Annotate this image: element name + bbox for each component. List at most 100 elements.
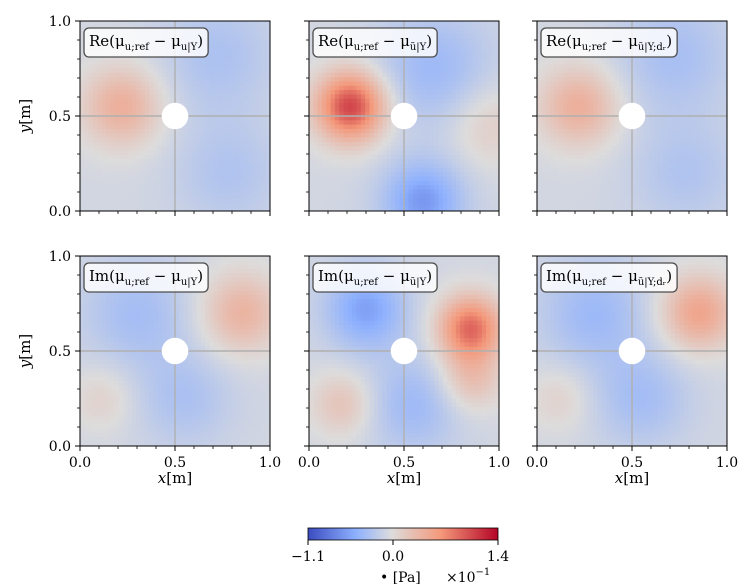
heatmap-cell bbox=[226, 172, 232, 178]
heatmap-cell bbox=[343, 163, 349, 169]
heatmap-cell bbox=[222, 68, 228, 74]
heatmap-cell bbox=[313, 146, 319, 152]
heatmap-cell bbox=[464, 159, 470, 165]
heatmap-cell bbox=[183, 124, 189, 130]
heatmap-cell bbox=[425, 94, 431, 100]
heatmap-cell bbox=[88, 85, 94, 91]
heatmap-cell bbox=[162, 98, 167, 104]
heatmap-cell bbox=[709, 77, 715, 83]
heatmap-cell bbox=[473, 189, 479, 195]
heatmap-cell bbox=[118, 185, 124, 191]
heatmap-cell bbox=[88, 189, 94, 195]
heatmap-cell bbox=[429, 198, 435, 203]
heatmap-cell bbox=[683, 51, 689, 57]
heatmap-cell bbox=[334, 64, 340, 70]
heatmap-cell bbox=[140, 94, 146, 100]
heatmap-cell bbox=[153, 159, 159, 165]
heatmap-cell bbox=[235, 128, 241, 134]
heatmap-cell bbox=[464, 98, 470, 104]
heatmap-cell bbox=[222, 150, 228, 156]
heatmap-cell bbox=[575, 68, 581, 74]
heatmap-cell bbox=[334, 90, 340, 96]
heatmap-cell bbox=[468, 163, 474, 169]
heatmap-cell bbox=[429, 154, 435, 160]
heatmap-cell bbox=[334, 107, 340, 113]
heatmap-cell bbox=[378, 163, 384, 169]
heatmap-cell bbox=[386, 21, 392, 26]
heatmap-cell bbox=[175, 94, 180, 100]
heatmap-cell bbox=[404, 94, 409, 100]
heatmap-cell bbox=[321, 189, 327, 195]
heatmap-cell bbox=[239, 81, 245, 87]
heatmap-cell bbox=[683, 94, 689, 100]
heatmap-cell bbox=[200, 21, 206, 26]
heatmap-cell bbox=[438, 141, 444, 147]
heatmap-cell bbox=[170, 90, 176, 96]
heatmap-cell bbox=[309, 124, 314, 130]
heatmap-cell bbox=[192, 116, 198, 121]
heatmap-cell bbox=[688, 98, 694, 104]
heatmap-cell bbox=[438, 107, 444, 113]
heatmap-cell bbox=[567, 98, 573, 104]
heatmap-cell bbox=[239, 116, 245, 121]
heatmap-cell bbox=[235, 29, 241, 35]
heatmap-cell bbox=[136, 107, 142, 113]
heatmap-cell bbox=[404, 189, 409, 195]
heatmap-cell bbox=[265, 42, 270, 48]
heatmap-cell bbox=[486, 189, 491, 195]
heatmap-cell bbox=[261, 90, 267, 96]
heatmap-cell bbox=[541, 90, 547, 96]
heatmap-cell bbox=[429, 77, 435, 83]
heatmap-cell bbox=[571, 64, 577, 70]
heatmap-cell bbox=[464, 163, 470, 169]
heatmap-cell bbox=[360, 107, 366, 113]
heatmap-cell bbox=[205, 167, 211, 173]
heatmap-cell bbox=[386, 176, 392, 182]
heatmap-cell bbox=[101, 202, 107, 208]
heatmap-cell bbox=[365, 163, 371, 169]
heatmap-cell bbox=[110, 128, 116, 134]
heatmap-cell bbox=[386, 77, 392, 83]
heatmap-cell bbox=[170, 167, 176, 173]
heatmap-cell bbox=[386, 124, 392, 130]
heatmap-cell bbox=[136, 189, 142, 195]
heatmap-cell bbox=[382, 159, 388, 165]
heatmap-cell bbox=[261, 107, 267, 113]
heatmap-cell bbox=[339, 159, 345, 165]
heatmap-cell bbox=[114, 198, 120, 203]
heatmap-cell bbox=[252, 90, 258, 96]
heatmap-cell bbox=[110, 81, 116, 87]
heatmap-cell bbox=[88, 198, 94, 203]
heatmap-cell bbox=[153, 137, 159, 143]
heatmap-cell bbox=[386, 206, 392, 211]
heatmap-cell bbox=[701, 33, 707, 39]
heatmap-cell bbox=[588, 81, 594, 87]
heatmap-cell bbox=[131, 98, 137, 104]
heatmap-cell bbox=[451, 172, 457, 178]
heatmap-cell bbox=[123, 159, 129, 165]
heatmap-cell bbox=[123, 150, 129, 156]
heatmap-cell bbox=[222, 137, 228, 143]
heatmap-cell bbox=[438, 55, 444, 61]
heatmap-cell bbox=[213, 141, 219, 147]
heatmap-cell bbox=[248, 33, 254, 39]
heatmap-cell bbox=[131, 55, 137, 61]
heatmap-cell bbox=[545, 94, 551, 100]
heatmap-cell bbox=[365, 206, 371, 211]
heatmap-cell bbox=[136, 185, 142, 191]
heatmap-cell bbox=[460, 189, 466, 195]
heatmap-cell bbox=[226, 150, 232, 156]
heatmap-cell bbox=[205, 150, 211, 156]
heatmap-cell bbox=[252, 21, 258, 26]
heatmap-cell bbox=[360, 64, 366, 70]
heatmap-cell bbox=[575, 103, 581, 108]
heatmap-cell bbox=[218, 103, 224, 108]
heatmap-cell bbox=[382, 68, 388, 74]
heatmap-cell bbox=[153, 202, 159, 208]
heatmap-cell bbox=[205, 198, 211, 203]
heatmap-cell bbox=[416, 81, 422, 87]
heatmap-cell bbox=[468, 94, 474, 100]
heatmap-cell bbox=[468, 198, 474, 203]
heatmap-cell bbox=[378, 59, 384, 65]
heatmap-cell bbox=[343, 167, 349, 173]
